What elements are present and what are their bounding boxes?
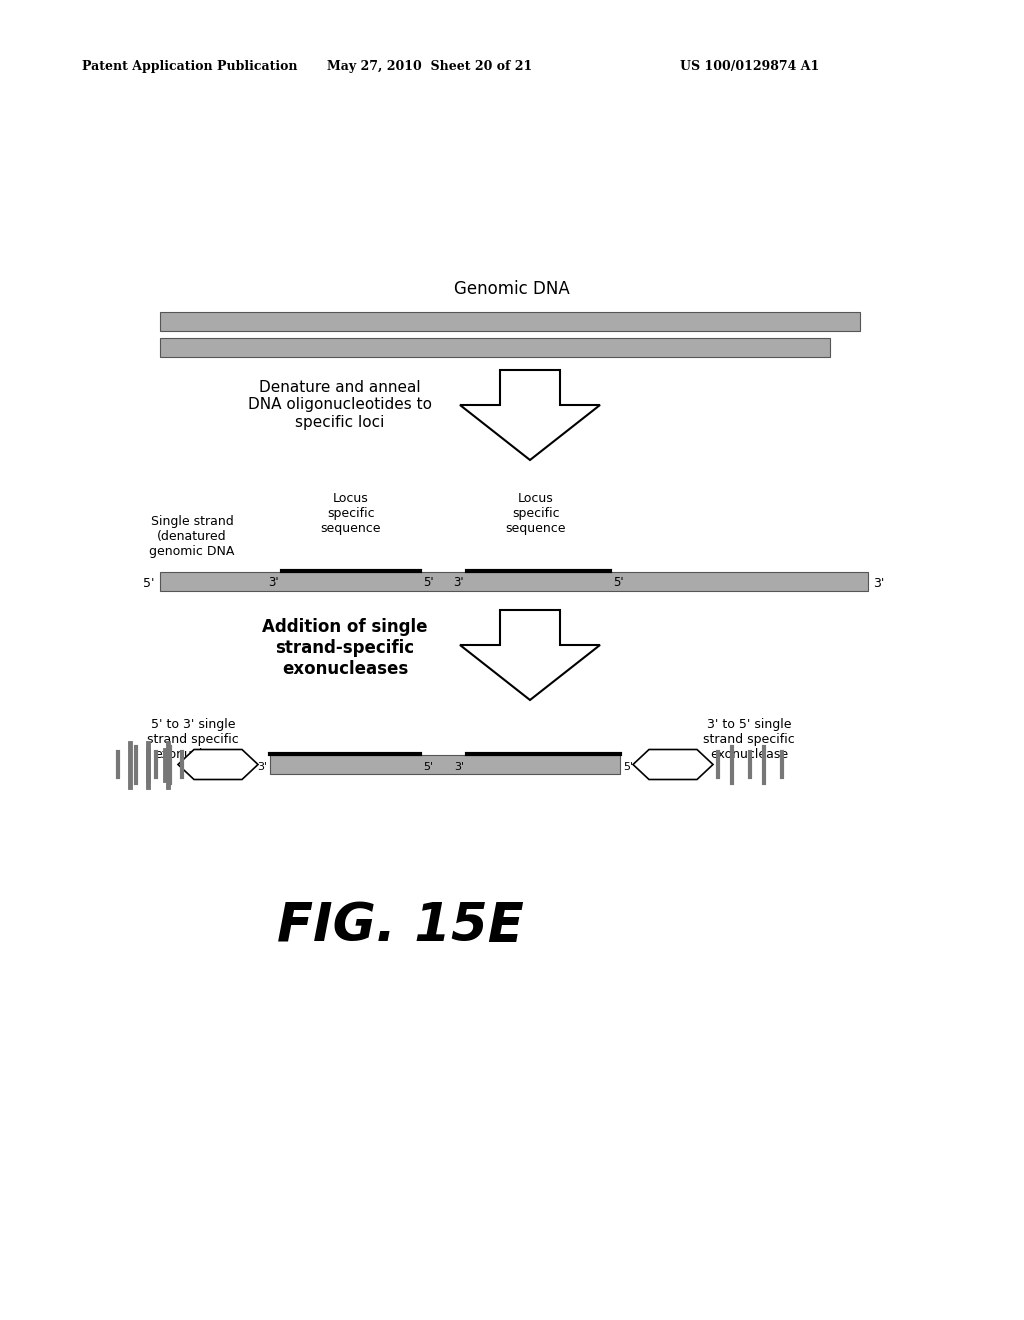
Text: 5': 5' — [613, 576, 624, 589]
Text: 5': 5' — [423, 763, 433, 772]
Text: Denature and anneal
DNA oligonucleotides to
specific loci: Denature and anneal DNA oligonucleotides… — [248, 380, 432, 430]
Text: Single strand
(denatured
genomic DNA: Single strand (denatured genomic DNA — [150, 515, 234, 558]
Text: 3': 3' — [454, 576, 464, 589]
Polygon shape — [460, 610, 600, 700]
Text: 3': 3' — [454, 763, 464, 772]
Text: 5': 5' — [623, 763, 633, 772]
Text: May 27, 2010  Sheet 20 of 21: May 27, 2010 Sheet 20 of 21 — [328, 59, 532, 73]
Polygon shape — [633, 750, 713, 780]
Text: Locus
specific
sequence: Locus specific sequence — [321, 492, 381, 535]
Text: 3': 3' — [873, 577, 885, 590]
Text: Addition of single
strand-specific
exonucleases: Addition of single strand-specific exonu… — [262, 618, 428, 677]
Text: Patent Application Publication: Patent Application Publication — [82, 59, 298, 73]
Bar — [160, 338, 830, 356]
Bar — [270, 755, 620, 774]
Text: Locus
specific
sequence: Locus specific sequence — [506, 492, 566, 535]
Text: 3': 3' — [257, 763, 267, 772]
Text: 5' to 3' single
strand specific
exonuclease: 5' to 3' single strand specific exonucle… — [147, 718, 239, 762]
Polygon shape — [178, 750, 258, 780]
Text: 3': 3' — [268, 576, 279, 589]
Text: 5': 5' — [423, 576, 433, 589]
Bar — [160, 572, 868, 591]
Polygon shape — [460, 370, 600, 459]
Text: FIG. 15E: FIG. 15E — [276, 900, 523, 952]
Bar — [160, 312, 860, 331]
Text: US 100/0129874 A1: US 100/0129874 A1 — [680, 59, 819, 73]
Text: Genomic DNA: Genomic DNA — [454, 280, 570, 298]
Text: 3' to 5' single
strand specific
exonuclease: 3' to 5' single strand specific exonucle… — [703, 718, 795, 762]
Text: 5': 5' — [143, 577, 155, 590]
